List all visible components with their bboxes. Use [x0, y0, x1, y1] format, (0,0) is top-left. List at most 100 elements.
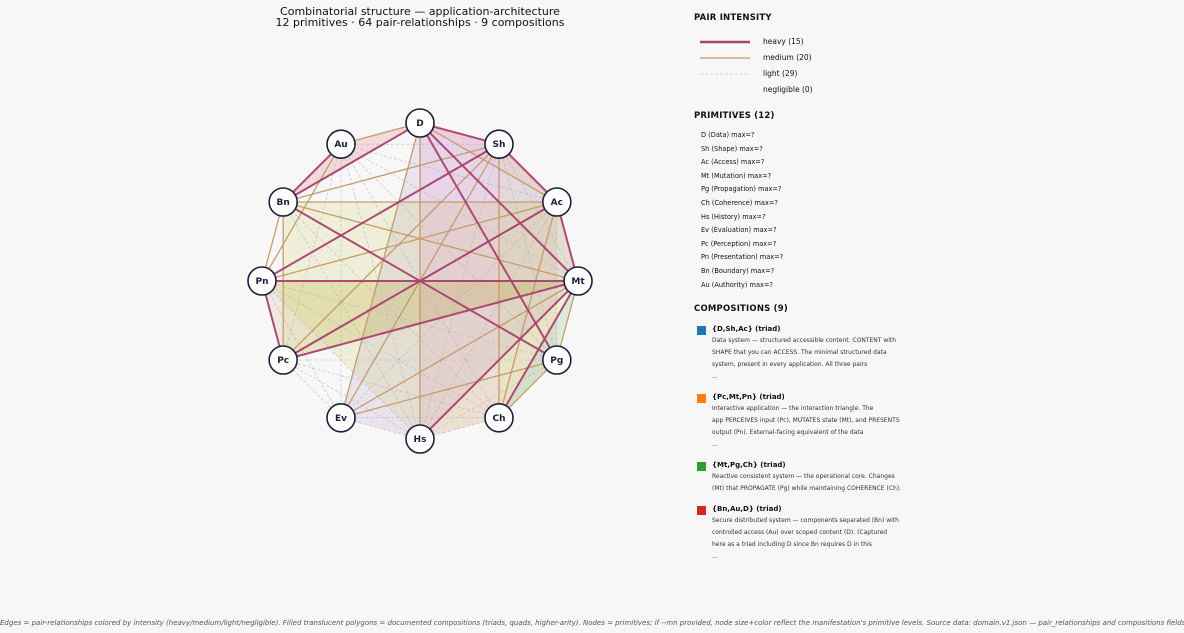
- composition-description-line: ...: [712, 553, 718, 560]
- node-Pg[interactable]: Pg: [542, 345, 572, 375]
- node-Ev[interactable]: Ev: [326, 403, 356, 433]
- light-edge-Pg-Pn: [261, 280, 557, 361]
- legend-swatch: [700, 40, 750, 44]
- node-Sh[interactable]: Sh: [484, 129, 514, 159]
- primitive-item: Ac (Access) max=?: [701, 158, 765, 167]
- primitive-nodes: D Sh Ac Mt Pg Ch Hs Ev Pc Pn Bn Au: [247, 108, 593, 454]
- compositions-title: COMPOSITIONS (9): [694, 304, 788, 314]
- node-circle: [268, 187, 298, 217]
- medium-edge-Mt-Ev: [340, 280, 579, 419]
- legend-title: PAIR INTENSITY: [694, 13, 772, 23]
- node-circle: [405, 108, 435, 138]
- composition-description-line: Reactive consistent system — the operati…: [712, 473, 895, 480]
- composition-description-line: app PERCEIVES input (Pc), MUTATES state …: [712, 417, 900, 424]
- heavy-edge-D-Mt: [419, 122, 579, 282]
- composition-color-square: [697, 394, 706, 403]
- light-edge-Ac-Ev: [340, 201, 558, 419]
- node-label: Ch: [492, 414, 505, 424]
- medium-edge-Pg-Ev: [340, 359, 558, 419]
- node-circle: [268, 345, 298, 375]
- heavy-edge-Mt-Ch: [498, 280, 579, 419]
- legend-swatch: [700, 83, 752, 97]
- composition-description-line: SHAPE that you can ACCESS. The minimal s…: [712, 349, 887, 356]
- node-label: Hs: [414, 435, 427, 445]
- primitive-item: Sh (Shape) max=?: [701, 144, 763, 153]
- node-label: Bn: [277, 198, 290, 208]
- primitive-item: Pg (Propagation) max=?: [701, 185, 782, 194]
- node-label: Sh: [493, 140, 506, 150]
- node-label: Ac: [551, 198, 563, 208]
- legend-swatch: [700, 57, 750, 59]
- node-Au[interactable]: Au: [326, 129, 356, 159]
- composition-title: {Mt,Pg,Ch} (triad): [712, 461, 786, 469]
- medium-edge-Pc-Sh: [282, 143, 500, 361]
- node-label: Au: [334, 140, 347, 150]
- primitive-item: Hs (History) max=?: [701, 212, 766, 221]
- light-edge-Au-Pg: [340, 143, 558, 361]
- legend-swatch: [700, 73, 750, 75]
- node-Hs[interactable]: Hs: [405, 424, 435, 454]
- primitive-item: Ch (Coherence) max=?: [701, 199, 778, 207]
- composition-color-square: [697, 506, 706, 515]
- node-Ac[interactable]: Ac: [542, 187, 572, 217]
- node-circle: [542, 345, 572, 375]
- composition-description-line: Secure distributed system — components s…: [712, 517, 899, 524]
- node-Bn[interactable]: Bn: [268, 187, 298, 217]
- light-edge-Hs-Pc: [283, 359, 421, 440]
- composition-title: {D,Sh,Ac} (triad): [712, 325, 781, 333]
- composition-description-line: (Mt) that PROPAGATE (Pg) while maintaini…: [712, 485, 902, 492]
- primitive-item: Mt (Mutation) max=?: [701, 171, 772, 180]
- light-edge-Au-Hs: [340, 144, 421, 440]
- node-circle: [326, 129, 356, 159]
- medium-edge-Mt-Bn: [282, 201, 579, 282]
- node-Pc[interactable]: Pc: [268, 345, 298, 375]
- medium-edge-Sh-Bn: [282, 143, 500, 203]
- legend-label: medium (20): [763, 53, 812, 62]
- legend-label: negligible (0): [763, 85, 813, 94]
- node-label: D: [416, 119, 423, 129]
- node-circle: [484, 129, 514, 159]
- node-Ch[interactable]: Ch: [484, 403, 514, 433]
- composition-description-line: system, present in every application. Al…: [712, 361, 868, 368]
- primitive-item: Pc (Perception) max=?: [701, 239, 777, 248]
- primitive-item: Ev (Evaluation) max=?: [701, 226, 777, 235]
- node-label: Pc: [277, 356, 289, 366]
- node-D[interactable]: D: [405, 108, 435, 138]
- light-edge-Pg-Hs: [419, 359, 557, 440]
- heavy-edge-Sh-Pn: [261, 143, 500, 282]
- composition-description-line: Data system — structured accessible cont…: [712, 337, 897, 344]
- footer-caption: Edges = pair-relationships colored by in…: [0, 619, 1184, 627]
- light-edge-Sh-Hs: [419, 144, 500, 440]
- primitive-item: Au (Authority) max=?: [701, 280, 773, 289]
- composition-color-square: [697, 462, 706, 471]
- composition-description-line: ...: [712, 373, 718, 380]
- primitives-title: PRIMITIVES (12): [694, 111, 775, 121]
- node-Mt[interactable]: Mt: [563, 266, 593, 296]
- light-edge-Ch-Bn: [282, 201, 500, 419]
- primitive-graph: D Sh Ac Mt Pg Ch Hs Ev Pc Pn Bn Au: [247, 108, 593, 454]
- node-Pn[interactable]: Pn: [247, 266, 277, 296]
- light-edge-Hs-Ev: [340, 417, 421, 440]
- medium-edge-Ac-Pn: [261, 201, 558, 282]
- legend-label: heavy (15): [763, 37, 804, 46]
- composition-description-line: here as a triad including D since Bn req…: [712, 541, 872, 548]
- primitive-item: Pn (Presentation) max=?: [701, 253, 784, 262]
- diagram-subtitle: 12 primitives · 64 pair-relationships · …: [275, 16, 565, 29]
- composition-description-line: controlled access (Au) over scoped conte…: [712, 529, 888, 536]
- node-circle: [405, 424, 435, 454]
- node-circle: [563, 266, 593, 296]
- heavy-edge-Mt-Pc: [282, 280, 579, 361]
- heavy-edge-Mt-Hs: [419, 280, 579, 440]
- pair-edges: [261, 122, 579, 440]
- primitive-item: Bn (Boundary) max=?: [701, 267, 775, 275]
- legend-label: light (29): [763, 69, 798, 78]
- light-edge-Hs-Pn: [261, 280, 421, 440]
- light-edge-Sh-Mt: [498, 144, 579, 282]
- node-circle: [542, 187, 572, 217]
- composition-title: {Pc,Mt,Pn} (triad): [712, 393, 785, 401]
- heavy-edge-Pc-Ac: [282, 201, 558, 361]
- heavy-edge-D-Bn: [282, 122, 421, 203]
- node-label: Ev: [335, 414, 347, 424]
- composition-description-line: output (Pn). External-facing equivalent …: [712, 429, 864, 436]
- node-label: Mt: [571, 277, 585, 287]
